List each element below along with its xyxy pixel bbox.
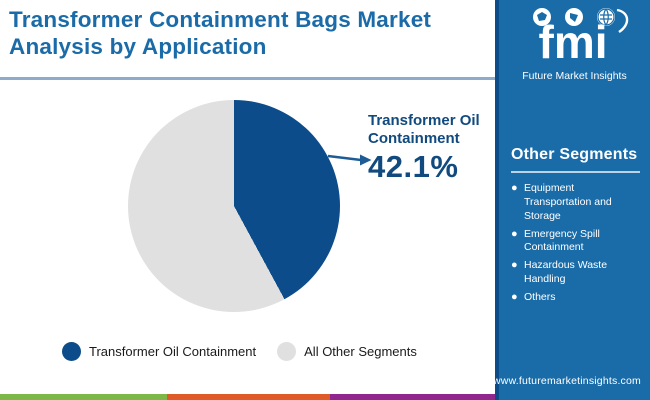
chart-legend: Transformer Oil Containment All Other Se…	[62, 342, 417, 361]
list-item: ● Hazardous Waste Handling	[511, 259, 640, 287]
list-item-label: Emergency Spill Containment	[524, 227, 600, 254]
header-divider	[0, 77, 495, 80]
brand-sidebar: fmi Future Market Insights Other Segment…	[493, 0, 650, 400]
other-segments-heading: Other Segments	[511, 146, 638, 163]
callout-value: 42.1%	[368, 148, 459, 184]
stripe-green	[0, 394, 167, 400]
brand-tagline: Future Market Insights	[522, 70, 627, 82]
website-link[interactable]: www.futuremarketinsights.com	[493, 375, 641, 387]
legend-swatch-blue-icon	[62, 342, 81, 361]
list-item: ● Equipment Transportation and Storage	[511, 182, 640, 224]
legend-item: All Other Segments	[277, 342, 417, 361]
bullet-icon: ●	[511, 227, 518, 240]
list-item: ● Emergency Spill Containment	[511, 228, 640, 256]
footer-stripes	[0, 394, 495, 400]
bullet-icon: ●	[511, 182, 518, 194]
pie-callout: Transformer Oil Containment 42.1%	[368, 112, 500, 185]
callout-arrow-icon	[327, 154, 372, 166]
stripe-purple	[330, 394, 495, 400]
fmi-logo: fmi Future Market Insights	[499, 0, 650, 82]
list-item-label: Equipment Transportation and Storage	[524, 182, 612, 222]
bullet-icon: ●	[511, 259, 518, 272]
legend-swatch-gray-icon	[277, 342, 297, 361]
legend-item: Transformer Oil Containment	[62, 342, 256, 361]
list-item: ● Others	[511, 291, 640, 305]
pie-chart	[128, 100, 340, 312]
other-segments-list: ● Equipment Transportation and Storage ●…	[511, 182, 640, 305]
segments-divider	[511, 171, 640, 173]
stripe-orange	[167, 394, 330, 400]
fmi-logo-icon: fmi	[532, 8, 628, 68]
list-item-label: Hazardous Waste Handling	[524, 259, 608, 286]
list-item-label: Others	[524, 291, 556, 304]
fmi-logo-text: fmi	[538, 16, 607, 64]
other-segments-panel: Other Segments ● Equipment Transportatio…	[499, 146, 650, 309]
legend-label: All Other Segments	[304, 344, 417, 359]
legend-label: Transformer Oil Containment	[89, 344, 257, 359]
bullet-icon: ●	[511, 291, 518, 304]
page-title: Transformer Containment Bags Market Anal…	[9, 7, 432, 59]
callout-label: Transformer Oil Containment	[368, 112, 480, 148]
